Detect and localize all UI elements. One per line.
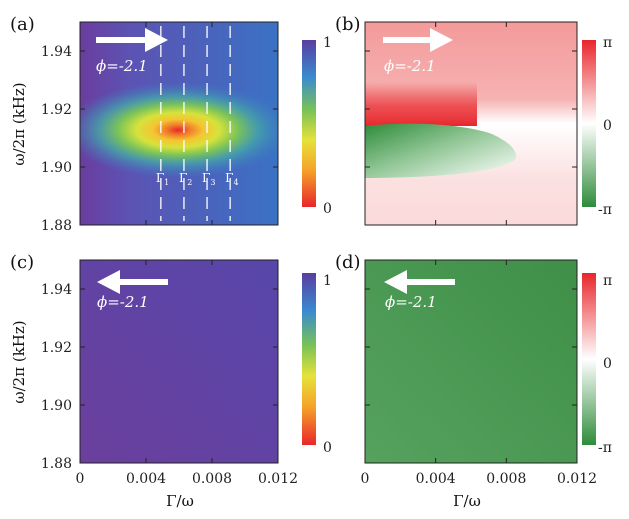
- panel-a-frame: [79, 21, 279, 226]
- direction-arrow-left: [97, 270, 168, 294]
- y-axis-label: ω/2π (kHz): [10, 320, 28, 403]
- colorbar-c: [302, 273, 316, 445]
- panel-b: ϕ=-2.1 (b) π 0 -π: [335, 14, 612, 226]
- phi-label: ϕ=-2.1: [96, 57, 148, 75]
- colorbar-max-label: π: [603, 35, 612, 51]
- colorbar-mid-label: 0: [603, 356, 612, 372]
- ticks: 0 0.004 0.008 0.012: [361, 260, 597, 487]
- colorbar-min-label: -π: [598, 440, 612, 456]
- panel-a-resonance: [80, 22, 278, 225]
- ticks: 0 0.004 0.008 0.012 1.88 1.90 1.92 1.94: [41, 260, 298, 487]
- colorbar-max-label: π: [603, 273, 612, 289]
- panel-label: (a): [10, 14, 35, 35]
- colorbar-min-label: 0: [323, 201, 332, 217]
- y-tick-label: 1.90: [41, 160, 72, 176]
- x-tick-label: 0.004: [126, 471, 166, 487]
- y-tick-label: 1.90: [41, 398, 72, 414]
- colorbar-max-label: 1: [323, 273, 332, 289]
- ticks: [364, 22, 578, 226]
- colorbar-max-label: 1: [323, 35, 332, 51]
- panel-c: ϕ=-2.1 (c) 0 0.004 0.008 0.012 1.88 1.90 1.92 1…: [10, 252, 332, 510]
- panel-d-heatmap: [365, 260, 577, 463]
- panel-c-frame: [79, 259, 279, 464]
- panel-a: Γ1 Γ2 Γ3 Γ4 ϕ=-2.1 (a) 1.88 1.90 1.92 1.94 ω/2…: [10, 14, 332, 234]
- panel-b-red-band: [365, 82, 477, 126]
- x-tick-label: 0.004: [416, 471, 456, 487]
- x-tick-label: 0.012: [258, 471, 298, 487]
- x-tick-label: 0.012: [557, 471, 597, 487]
- y-axis-label: ω/2π (kHz): [10, 82, 28, 165]
- colorbar-min-label: 0: [323, 440, 332, 456]
- direction-arrow-left: [384, 270, 455, 294]
- colorbar-b: [582, 40, 596, 207]
- panel-b-frame: [364, 21, 578, 226]
- x-axis-label: Γ/ω: [166, 492, 194, 510]
- phi-label: ϕ=-2.1: [385, 293, 437, 311]
- y-tick-label: 1.92: [41, 102, 72, 118]
- y-tick-label: 1.92: [41, 340, 72, 356]
- phi-label: ϕ=-2.1: [97, 293, 149, 311]
- x-tick-label: 0.008: [486, 471, 526, 487]
- panel-b-green-lobe: [365, 123, 516, 178]
- panel-label: (b): [335, 14, 361, 35]
- x-axis-label: Γ/ω: [453, 492, 481, 510]
- x-tick-label: 0.008: [192, 471, 232, 487]
- y-tick-label: 1.88: [41, 218, 72, 234]
- y-ticks: 1.88 1.90 1.92 1.94: [41, 22, 279, 234]
- direction-arrow-right: [383, 28, 453, 52]
- phi-label: ϕ=-2.1: [384, 57, 436, 75]
- panel-d: ϕ=-2.1 (d) 0 0.004 0.008 0.012 Γ/ω π 0 -π: [335, 252, 612, 510]
- colorbar-a: [302, 40, 316, 207]
- x-tick-label: 0: [76, 471, 85, 487]
- direction-arrow-right: [96, 28, 168, 52]
- colorbar-min-label: -π: [598, 202, 612, 218]
- panel-d-frame: [364, 259, 578, 464]
- y-tick-label: 1.94: [41, 44, 72, 60]
- colorbar-d: [582, 273, 596, 445]
- colorbar-mid-label: 0: [603, 118, 612, 134]
- panel-c-heatmap: [80, 260, 278, 463]
- panel-label: (c): [10, 252, 34, 273]
- y-tick-label: 1.94: [41, 282, 72, 298]
- y-tick-label: 1.88: [41, 456, 72, 472]
- panel-label: (d): [335, 252, 361, 273]
- x-tick-label: 0: [361, 471, 370, 487]
- gamma-markers: Γ1 Γ2 Γ3 Γ4: [156, 26, 239, 221]
